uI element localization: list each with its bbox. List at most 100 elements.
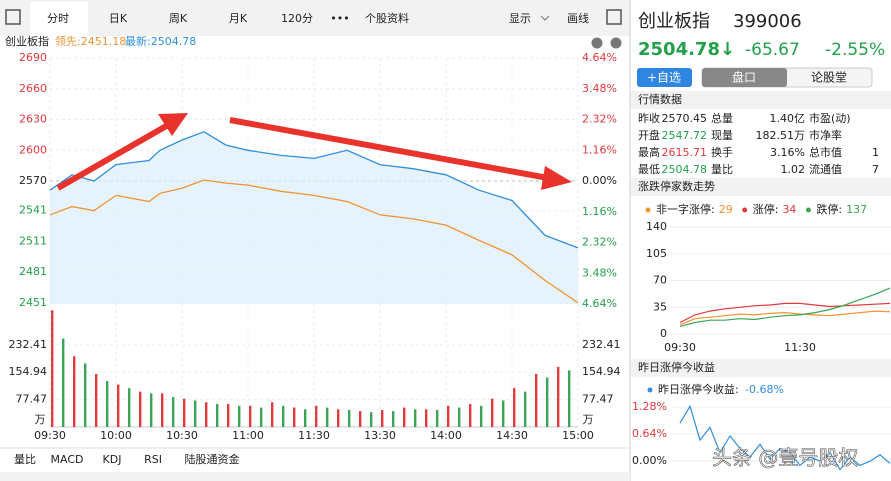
stock-name: 创业板指 (638, 11, 710, 32)
volume-bar (403, 407, 406, 427)
volume-bar (249, 405, 252, 427)
volume-bar (139, 391, 142, 427)
tab[interactable]: ••• (330, 12, 349, 25)
series-line (49, 131, 579, 249)
menu-icon[interactable] (5, 9, 21, 25)
indicator-tab[interactable]: RSI (144, 453, 162, 466)
toolbar-button[interactable]: 画线 (567, 11, 589, 25)
volume-bar (62, 338, 65, 427)
toolbar (0, 0, 630, 36)
y-tick-label: 105 (646, 247, 667, 260)
volume-bar (260, 407, 263, 427)
volume-bar (359, 411, 362, 427)
y2-tick-label: 1.16% (582, 205, 617, 218)
table-value: 1.02 (781, 163, 806, 176)
volume-bar (337, 409, 340, 427)
table-value: 182.51万 (756, 129, 806, 142)
table-value: 2570.45 (662, 112, 708, 125)
legend-value: -0.68% (745, 383, 784, 396)
y2-tick-label: 3.48% (582, 266, 617, 279)
zoom-in[interactable] (591, 37, 603, 49)
table-value: 2504.78 (662, 163, 708, 176)
button-label[interactable]: +自选 (647, 71, 681, 85)
tab[interactable]: 120分 (281, 12, 313, 25)
section-title: 昨日涨停今收益 (638, 360, 715, 374)
add-watch-button[interactable] (637, 68, 692, 87)
unit-label: 万 (583, 413, 594, 426)
series-line (679, 287, 891, 327)
change: -65.67 (745, 40, 800, 60)
indicator-tab[interactable]: KDJ (103, 453, 122, 466)
series-line (679, 302, 891, 324)
tab[interactable]: 月K (229, 12, 248, 25)
section-title: 涨跌停家数走势 (638, 179, 715, 193)
zoom-out[interactable] (610, 37, 622, 49)
y-tick-label: 2511 (19, 234, 47, 247)
volume-bar (315, 405, 318, 427)
dropdown-caret (540, 15, 550, 21)
table-value: 2547.72 (662, 129, 708, 142)
volume-bar (227, 404, 230, 427)
y2-tick-label: 2.32% (582, 236, 617, 249)
legend-value: 29 (719, 203, 733, 216)
tab[interactable]: 周K (169, 12, 188, 25)
table-label: 总市值 (809, 145, 842, 159)
legend-value: 137 (846, 203, 867, 216)
y-tick-label: 2541 (19, 204, 47, 217)
table-label: 最低 (638, 163, 660, 176)
series-line (679, 404, 891, 471)
toolbar-button[interactable]: 显示 (509, 12, 531, 25)
indicator-tab[interactable]: 陆股通资金 (185, 452, 240, 466)
x-tick-label: 10:00 (100, 429, 132, 442)
indicator-tab[interactable]: 量比 (14, 453, 36, 466)
arrow (56, 122, 170, 191)
indicator-tab[interactable]: MACD (51, 453, 84, 466)
y-tick-label: 2570 (19, 174, 47, 187)
y-tick-label: 2600 (19, 143, 47, 156)
volume-bar (502, 400, 505, 427)
volume-bar (480, 405, 483, 427)
legend-label: 跌停: (816, 202, 842, 216)
footer-bar (0, 472, 630, 481)
volume-bar (469, 404, 472, 427)
x-tick-label: 11:00 (232, 429, 264, 442)
y2-tick-label: 232.41 (582, 338, 621, 351)
button-label[interactable]: 论股堂 (811, 71, 847, 85)
last-label: 最新:2504.78 (125, 34, 196, 48)
volume-bar (282, 405, 285, 427)
table-value: 1.40亿 (770, 112, 806, 125)
layout-icon[interactable] (606, 9, 622, 25)
volume-bar (381, 410, 384, 427)
volume-bar (194, 400, 197, 427)
y-tick-label: 0.00% (632, 454, 667, 467)
table-label: 流通值 (809, 162, 842, 176)
volume-bar (73, 356, 76, 427)
tab[interactable]: 日K (109, 12, 128, 25)
volume-bar (205, 402, 208, 427)
table-value: 1 (872, 146, 879, 159)
section-header (631, 91, 891, 109)
table-label: 现量 (711, 129, 733, 142)
volume-bar (293, 407, 296, 427)
volume-bar (128, 388, 131, 427)
tab[interactable]: 个股资料 (365, 11, 409, 25)
legend-dot (647, 387, 653, 393)
volume-bar (535, 373, 538, 427)
price-area (50, 131, 578, 304)
legend-dot (645, 207, 651, 213)
y-tick-label: 0 (660, 327, 667, 340)
volume-bar (161, 393, 164, 427)
y-tick-label: 0.64% (632, 427, 667, 440)
button-label[interactable]: 盘口 (732, 70, 756, 85)
tab[interactable]: 分时 (47, 12, 69, 25)
volume-bar (546, 377, 549, 427)
volume-bar (304, 409, 307, 427)
volume-bar (568, 370, 571, 427)
volume-bar (392, 411, 395, 427)
y-tick-label: 70 (653, 274, 667, 287)
active-tab (30, 2, 88, 36)
volume-bar (172, 396, 175, 427)
segment-active[interactable] (702, 68, 787, 87)
y2-tick-label: 1.16% (582, 143, 617, 156)
volume-bar (491, 398, 494, 427)
